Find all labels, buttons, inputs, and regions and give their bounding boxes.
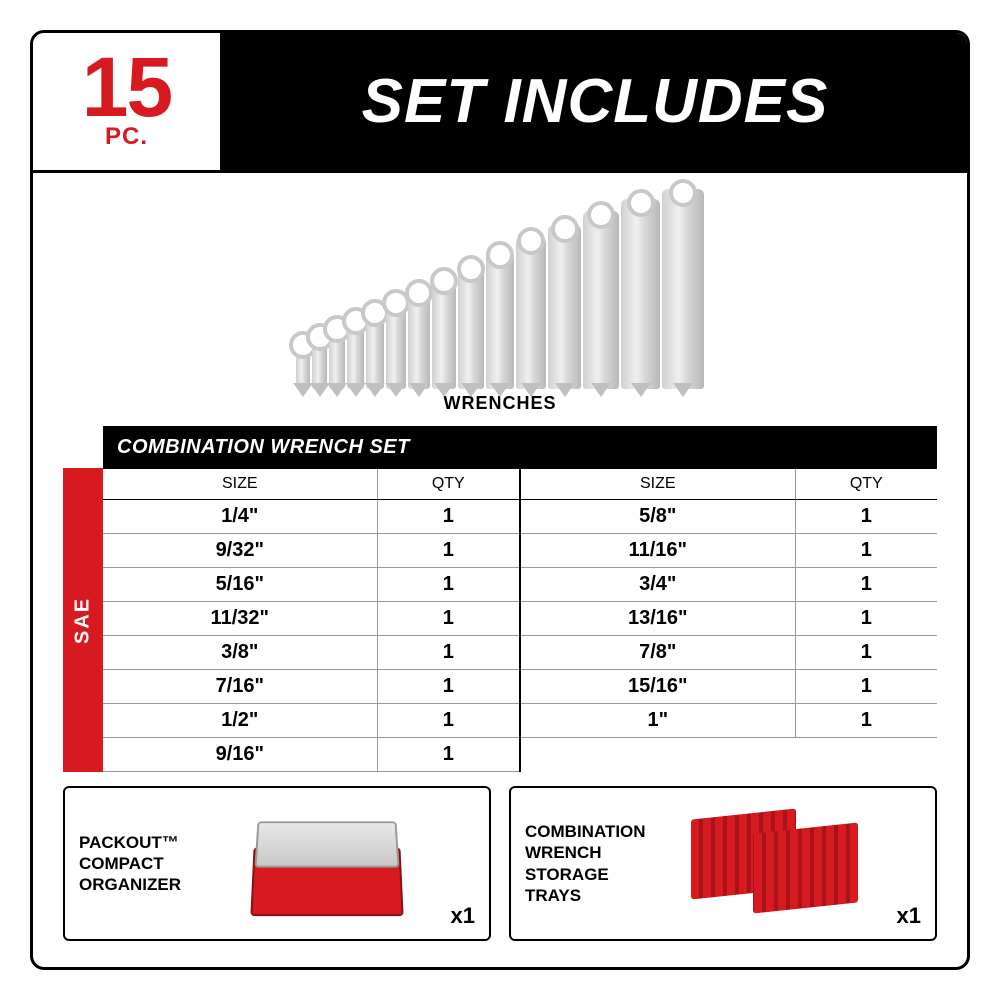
table-row: 3/8"1 <box>103 636 519 670</box>
table-row: 9/16"1 <box>103 738 519 772</box>
cell-qty: 1 <box>378 500 519 534</box>
included-items: PACKOUT™ COMPACT ORGANIZER x1 COMBINATIO… <box>63 786 937 941</box>
table-right-column: SIZE QTY 5/8"111/16"13/4"113/16"17/8"115… <box>521 469 937 772</box>
table-row: 5/8"1 <box>521 500 937 534</box>
wrench-icon <box>458 265 484 389</box>
cell-qty: 1 <box>378 670 519 704</box>
body: WRENCHES SAE COMBINATION WRENCH SET SIZE… <box>33 173 967 967</box>
cell-size: 11/16" <box>521 534 796 568</box>
cell-size: 3/8" <box>103 636 378 670</box>
cell-qty: 1 <box>378 704 519 738</box>
wrench-set-illustration <box>63 193 937 393</box>
wrench-icon <box>347 317 364 389</box>
wrench-icon <box>386 299 406 389</box>
cell-size: 5/16" <box>103 568 378 602</box>
cell-size: 11/32" <box>103 602 378 636</box>
organizer-qty: x1 <box>435 903 475 929</box>
piece-count-box: 15 PC. <box>33 33 223 170</box>
wrench-icon <box>486 251 514 389</box>
cell-size: 1/4" <box>103 500 378 534</box>
wrench-icon <box>432 277 456 389</box>
wrench-icon <box>296 341 310 389</box>
piece-count-number: 15 <box>82 52 171 123</box>
cell-qty: 1 <box>796 500 937 534</box>
wrench-icon <box>408 289 430 389</box>
cell-size: 5/8" <box>521 500 796 534</box>
piece-count-label: PC. <box>105 123 148 151</box>
wrench-icon <box>583 211 619 389</box>
table-row: 7/16"1 <box>103 670 519 704</box>
cell-qty: 1 <box>378 636 519 670</box>
cell-size: 7/8" <box>521 636 796 670</box>
cell-size: 13/16" <box>521 602 796 636</box>
product-card: 15 PC. SET INCLUDES WRENCHES SAE COMBINA… <box>30 30 970 970</box>
cell-qty: 1 <box>378 568 519 602</box>
table-row: 11/32"1 <box>103 602 519 636</box>
title-text: SET INCLUDES <box>362 66 829 137</box>
wrench-icon <box>329 325 345 389</box>
table-row: 13/16"1 <box>521 602 937 636</box>
col-header-qty: QTY <box>796 469 937 500</box>
cell-qty: 1 <box>796 568 937 602</box>
table-row: 1"1 <box>521 704 937 738</box>
table-row: 11/16"1 <box>521 534 937 568</box>
sae-tab: SAE <box>63 468 103 772</box>
title-bar: SET INCLUDES <box>223 33 967 170</box>
table-row: 15/16"1 <box>521 670 937 704</box>
cell-size: 9/16" <box>103 738 378 772</box>
cell-size: 9/32" <box>103 534 378 568</box>
cell-qty: 1 <box>378 602 519 636</box>
trays-qty: x1 <box>881 903 921 929</box>
table-row: 1/4"1 <box>103 500 519 534</box>
cell-qty: 1 <box>796 704 937 738</box>
organizer-label: PACKOUT™ COMPACT ORGANIZER <box>79 832 219 896</box>
wrench-icon <box>312 333 327 389</box>
cell-size: 7/16" <box>103 670 378 704</box>
col-header-size: SIZE <box>521 469 796 500</box>
wrench-icon <box>516 237 546 389</box>
size-table: SAE COMBINATION WRENCH SET SIZE QTY 1/4"… <box>63 426 937 772</box>
table-row: 1/2"1 <box>103 704 519 738</box>
cell-size: 1" <box>521 704 796 738</box>
table-row: 5/16"1 <box>103 568 519 602</box>
organizer-icon <box>229 811 425 916</box>
col-header-size: SIZE <box>103 469 378 500</box>
table-title: COMBINATION WRENCH SET <box>103 426 937 469</box>
cell-qty: 1 <box>378 738 519 772</box>
cell-size: 15/16" <box>521 670 796 704</box>
cell-qty: 1 <box>796 670 937 704</box>
trays-card: COMBINATION WRENCH STORAGE TRAYS x1 <box>509 786 937 941</box>
table-row: 3/4"1 <box>521 568 937 602</box>
cell-qty: 1 <box>378 534 519 568</box>
cell-size: 1/2" <box>103 704 378 738</box>
wrench-icon <box>662 189 704 389</box>
wrench-icon <box>621 199 660 389</box>
trays-label: COMBINATION WRENCH STORAGE TRAYS <box>525 821 665 906</box>
table-left-column: SIZE QTY 1/4"19/32"15/16"111/32"13/8"17/… <box>103 469 521 772</box>
organizer-card: PACKOUT™ COMPACT ORGANIZER x1 <box>63 786 491 941</box>
col-header-qty: QTY <box>378 469 519 500</box>
cell-qty: 1 <box>796 636 937 670</box>
cell-qty: 1 <box>796 602 937 636</box>
header: 15 PC. SET INCLUDES <box>33 33 967 173</box>
cell-qty: 1 <box>796 534 937 568</box>
wrench-icon <box>366 309 384 389</box>
trays-icon <box>675 814 871 914</box>
table-row: 9/32"1 <box>103 534 519 568</box>
cell-size: 3/4" <box>521 568 796 602</box>
wrench-icon <box>548 225 581 389</box>
table-row: 7/8"1 <box>521 636 937 670</box>
